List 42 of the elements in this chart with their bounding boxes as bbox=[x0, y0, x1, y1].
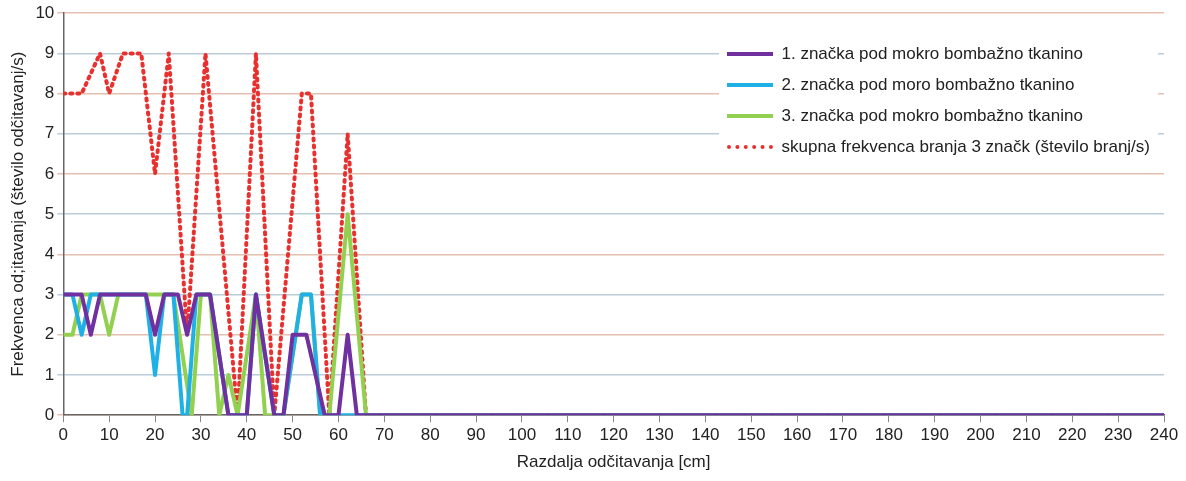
x-tick-label: 200 bbox=[966, 425, 995, 445]
x-tick-label: 190 bbox=[920, 425, 949, 445]
x-tick-label: 110 bbox=[554, 425, 582, 445]
x-tick-label: 140 bbox=[691, 425, 720, 445]
x-tick-label: 70 bbox=[374, 425, 394, 445]
x-tick-label: 90 bbox=[466, 425, 486, 445]
x-tick-label: 50 bbox=[283, 425, 303, 445]
y-tick-label: 5 bbox=[44, 203, 55, 223]
y-tick-label: 10 bbox=[35, 2, 55, 22]
x-tick-label: 10 bbox=[99, 425, 119, 445]
x-tick-label: 40 bbox=[237, 425, 257, 445]
x-tick-label: 0 bbox=[58, 425, 69, 445]
x-tick-label: 220 bbox=[1058, 425, 1087, 445]
x-tick-label: 230 bbox=[1103, 425, 1133, 445]
y-tick-label: 8 bbox=[44, 83, 55, 103]
x-tick-label: 210 bbox=[1012, 425, 1041, 445]
x-tick-label: 120 bbox=[599, 425, 628, 445]
legend-label: 2. značka pod moro bombažno tkanino bbox=[781, 74, 1075, 95]
x-tick-label: 60 bbox=[329, 425, 348, 445]
y-tick-label: 3 bbox=[44, 284, 55, 304]
y-tick-label: 7 bbox=[44, 123, 55, 143]
legend-label: 1. značka pod mokro bombažno tkanino bbox=[781, 43, 1083, 64]
y-tick-label: 4 bbox=[44, 244, 55, 264]
y-tick-label: 1 bbox=[44, 364, 55, 384]
x-tick-label: 170 bbox=[828, 425, 858, 445]
x-tick-label: 100 bbox=[507, 425, 537, 445]
y-axis-title: Frekvenca od;itavanja (število odčitavanj/s) bbox=[7, 51, 27, 377]
x-tick-label: 160 bbox=[782, 425, 812, 445]
x-tick-label: 30 bbox=[191, 425, 211, 445]
x-tick-label: 80 bbox=[420, 425, 440, 445]
x-tick-label: 180 bbox=[874, 425, 904, 445]
legend-label: skupna frekvenca branja 3 značk (število branj/s) bbox=[781, 136, 1150, 157]
y-tick-label: 6 bbox=[44, 163, 55, 183]
y-tick-label: 2 bbox=[44, 324, 55, 344]
x-tick-label: 240 bbox=[1149, 425, 1179, 445]
x-tick-label: 130 bbox=[645, 425, 674, 445]
y-tick-label: 9 bbox=[44, 43, 55, 63]
x-axis-title: Razdalja odčitavanja [cm] bbox=[516, 452, 711, 472]
x-tick-label: 20 bbox=[145, 425, 165, 445]
legend-label: 3. značka pod mokro bombažno tkanino bbox=[781, 105, 1083, 126]
y-tick-label: 0 bbox=[44, 404, 55, 424]
x-tick-label: 150 bbox=[737, 425, 766, 445]
